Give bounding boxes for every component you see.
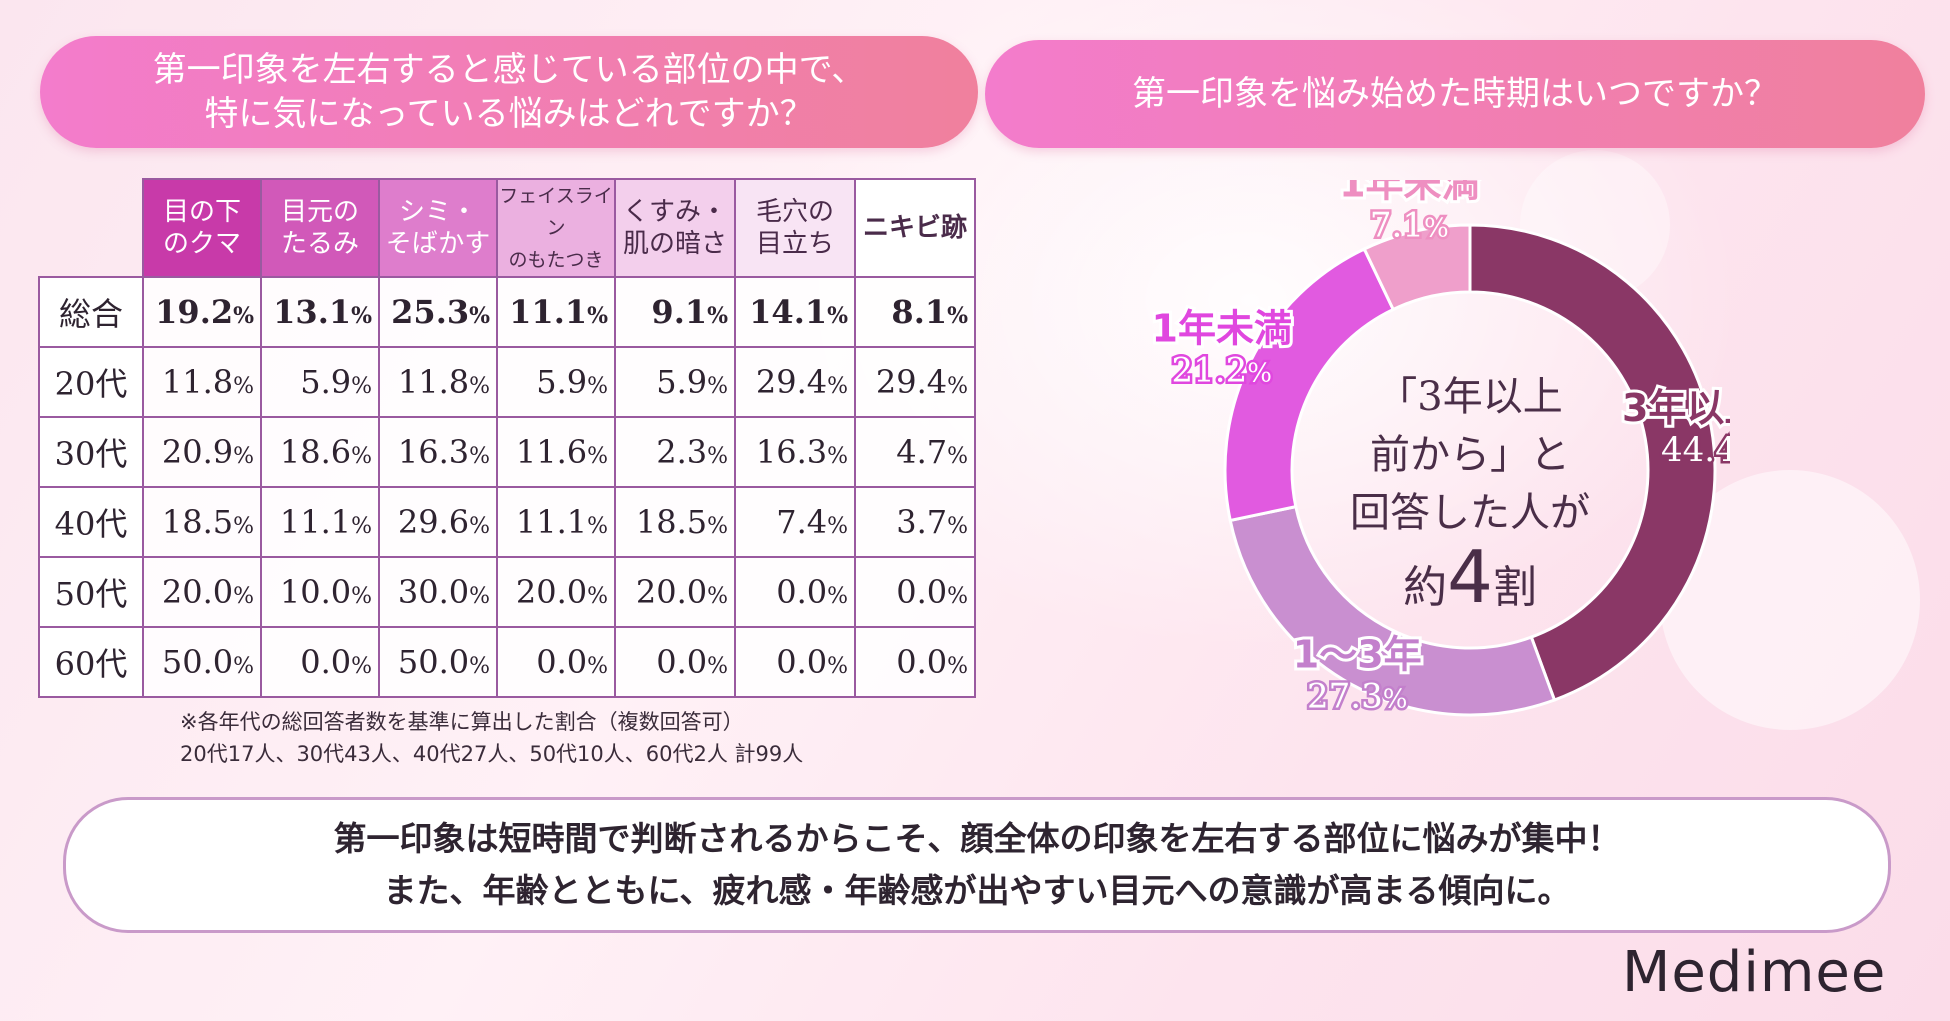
column-header: ニキビ跡	[854, 178, 976, 278]
table-cell: 20.0%	[614, 556, 736, 628]
donut-chart: 「3年以上 前から」と 回答した人が 約4割 3年以上前44.4% 1〜3年27.…	[1150, 180, 1730, 719]
table-cell: 13.1%	[260, 276, 380, 348]
concern-table: 目の下 のクマ 目元の たるみ シミ・ そばかす フェイスライン のもたつき くすみ・肌…	[38, 178, 976, 698]
table-cell: 11.1%	[496, 276, 616, 348]
table-cell: 18.5%	[614, 486, 736, 558]
table-cell: 29.6%	[378, 486, 498, 558]
table-title-line2: 特に気になっている悩みはどれですか？	[204, 94, 814, 134]
summary-line2: また、年齢とともに、疲れ感・年齢感が出やすい目元への意識が高まる傾向に。	[383, 871, 1571, 910]
table-title-line1: 第一印象を左右すると感じている部位の中で、	[152, 50, 866, 90]
table-title: 第一印象を左右すると感じている部位の中で、 特に気になっている悩みはどれですか？	[40, 36, 978, 148]
column-header: シミ・ そばかす	[378, 178, 498, 278]
table-cell: 2.3%	[614, 416, 736, 488]
table-cell: 50.0%	[142, 626, 262, 698]
slice-label: 1年未満	[1339, 180, 1479, 205]
summary-line1: 第一印象は短時間で判断されるからこそ、顔全体の印象を左右する部位に悩みが集中！	[333, 819, 1621, 858]
table-cell: 30.0%	[378, 556, 498, 628]
column-header: くすみ・ 肌の暗さ	[614, 178, 736, 278]
table-row: 50代 20.0% 10.0% 30.0% 20.0% 20.0% 0.0% 0.0%	[38, 556, 976, 628]
row-header: 20代	[38, 346, 144, 418]
row-header: 60代	[38, 626, 144, 698]
table-cell: 11.8%	[378, 346, 498, 418]
table-cell: 11.6%	[496, 416, 616, 488]
table-cell: 14.1%	[734, 276, 856, 348]
column-header: フェイスライン のもたつき	[496, 178, 616, 278]
donut-slice	[1228, 504, 1557, 717]
slice-label: 1年未満	[1152, 306, 1292, 350]
slice-value: 7.1%	[1370, 205, 1449, 245]
table-cell: 11.1%	[260, 486, 380, 558]
table-cell: 18.5%	[142, 486, 262, 558]
table-cell: 18.6%	[260, 416, 380, 488]
logo: Medimee	[1622, 940, 1887, 1005]
table-cell: 0.0%	[260, 626, 380, 698]
chart-title-text: 第一印象を悩み始めた時期はいつですか？	[1132, 74, 1778, 114]
chart-title: 第一印象を悩み始めた時期はいつですか？	[985, 40, 1925, 148]
table-row: 30代 20.9% 18.6% 16.3% 11.6% 2.3% 16.3% 4.7%	[38, 416, 976, 488]
center-text-line4: 約4割	[1403, 535, 1537, 619]
table-cell: 16.3%	[734, 416, 856, 488]
table-cell: 29.4%	[854, 346, 976, 418]
table-cell: 20.0%	[496, 556, 616, 628]
table-header-row: 目の下 のクマ 目元の たるみ シミ・ そばかす フェイスライン のもたつき くすみ・肌…	[39, 178, 976, 278]
table-cell: 50.0%	[378, 626, 498, 698]
table-cell: 8.1%	[854, 276, 976, 348]
summary-box: 第一印象は短時間で判断されるからこそ、顔全体の印象を左右する部位に悩みが集中！ …	[63, 797, 1891, 933]
row-header: 40代	[38, 486, 144, 558]
table-cell: 0.0%	[734, 626, 856, 698]
slice-value: 21.2%	[1172, 350, 1272, 390]
row-header: 50代	[38, 556, 144, 628]
table-cell: 19.2%	[142, 276, 262, 348]
column-header: 目の下 のクマ	[142, 178, 262, 278]
table-row: 60代 50.0% 0.0% 50.0% 0.0% 0.0% 0.0% 0.0%	[38, 626, 976, 698]
table-cell: 10.0%	[260, 556, 380, 628]
table-cell: 0.0%	[496, 626, 616, 698]
table-cell: 3.7%	[854, 486, 976, 558]
table-cell: 20.0%	[142, 556, 262, 628]
table-cell: 7.4%	[734, 486, 856, 558]
table-cell: 25.3%	[378, 276, 498, 348]
row-header: 30代	[38, 416, 144, 488]
table-corner	[39, 179, 144, 278]
donut-slice	[1468, 223, 1717, 702]
center-text-line1: 「3年以上	[1377, 374, 1562, 420]
table-row: 40代 18.5% 11.1% 29.6% 11.1% 18.5% 7.4% 3.7%	[38, 486, 976, 558]
table-cell: 16.3%	[378, 416, 498, 488]
slice-label: 1〜3年	[1293, 633, 1422, 677]
donut-slice	[1362, 223, 1472, 312]
table-cell: 0.0%	[854, 626, 976, 698]
table-row: 20代 11.8% 5.9% 11.8% 5.9% 5.9% 29.4% 29.4%	[38, 346, 976, 418]
table-cell: 11.1%	[496, 486, 616, 558]
center-text-line2: 前から」と	[1370, 432, 1570, 478]
table-cell: 5.9%	[496, 346, 616, 418]
table-cell: 9.1%	[614, 276, 736, 348]
column-header: 目元の たるみ	[260, 178, 380, 278]
slice-value: 27.3%	[1307, 677, 1407, 717]
note-line2: 20代17人、30代43人、40代27人、50代10人、60代2人 計99人	[180, 742, 804, 766]
table-cell: 11.8%	[142, 346, 262, 418]
row-header: 総合	[38, 276, 144, 348]
note-line1: ※各年代の総回答者数を基準に算出した割合（複数回答可）	[180, 710, 744, 734]
table-note: ※各年代の総回答者数を基準に算出した割合（複数回答可） 20代17人、30代43…	[180, 706, 803, 770]
table-cell: 0.0%	[734, 556, 856, 628]
column-header: 毛穴の 目立ち	[734, 178, 856, 278]
table-cell: 4.7%	[854, 416, 976, 488]
table-cell: 5.9%	[260, 346, 380, 418]
table-cell: 29.4%	[734, 346, 856, 418]
table-cell: 20.9%	[142, 416, 262, 488]
table-cell: 0.0%	[614, 626, 736, 698]
table-cell: 5.9%	[614, 346, 736, 418]
table-cell: 0.0%	[854, 556, 976, 628]
center-text-line3: 回答した人が	[1350, 490, 1590, 536]
slice-value: 44.4%	[1661, 430, 1730, 470]
table-row: 総合 19.2% 13.1% 25.3% 11.1% 9.1% 14.1% 8.1%	[38, 276, 976, 348]
